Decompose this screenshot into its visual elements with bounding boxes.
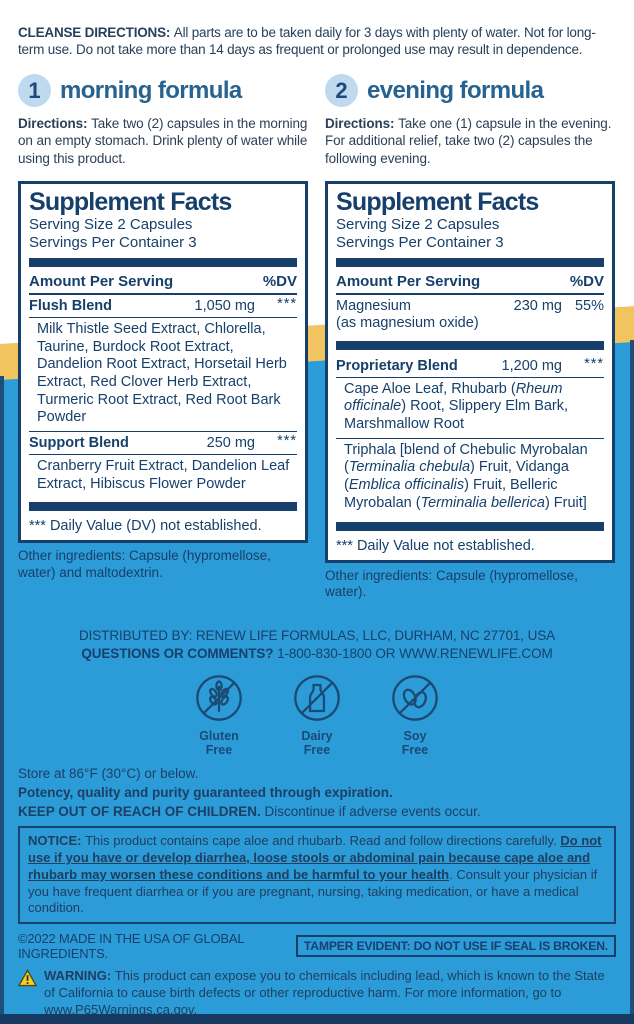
distributor-address: DISTRIBUTED BY: RENEW LIFE FORMULAS, LLC… <box>78 627 556 643</box>
serving-size: Serving Size 2 Capsules <box>29 215 193 233</box>
nutrient-dv: 55% <box>574 297 604 314</box>
storage-instructions: Store at 86°F (30°C) or below. Potency, … <box>18 765 616 822</box>
nutrient-name: Support Blend <box>29 435 129 452</box>
bottom-navy-bar <box>0 1014 634 1024</box>
amount-header-label: Amount Per Serving <box>336 272 481 290</box>
gluten-free-badge: Gluten Free <box>182 672 256 757</box>
notice-box: NOTICE: This product contains cape aloe … <box>18 825 616 925</box>
triphala-ingredients: Triphala [blend of Chebulic Myrobalan (T… <box>344 441 588 511</box>
evening-supplement-facts-panel: Supplement Facts Serving Size 2 Capsules… <box>325 180 615 563</box>
evening-formula-title: evening formula <box>367 76 544 104</box>
keep-out-of-reach: KEEP OUT OF REACH OF CHILDREN. Discontin… <box>18 804 481 820</box>
dairy-free-badge: Dairy Free <box>280 672 354 757</box>
divider-bar <box>336 340 604 350</box>
nutrient-dv: *** <box>277 433 297 450</box>
left-edge-stripe <box>0 376 4 1016</box>
nutrient-row-flush-blend: Flush Blend 1,050 mg *** <box>29 295 297 318</box>
prop65-warning: WARNING: This product can expose you to … <box>17 968 616 1019</box>
badge-label-line1: Gluten <box>199 729 239 744</box>
formula-columns: 1 morning formula Directions: Take two (… <box>18 73 616 615</box>
dairy-free-icon <box>280 672 354 724</box>
morning-directions: Directions: Take two (2) capsules in the… <box>18 115 308 166</box>
morning-formula-title: morning formula <box>60 76 242 104</box>
potency-guarantee: Potency, quality and purity guaranteed t… <box>18 785 393 801</box>
step-2-badge: 2 <box>325 74 358 108</box>
nutrient-row-proprietary-blend: Proprietary Blend 1,200 mg *** <box>336 355 604 378</box>
nutrient-dv: *** <box>277 295 297 312</box>
badge-label: Dairy Free <box>280 729 354 757</box>
magnesium-label: Magnesium <box>336 297 411 314</box>
warning-text: WARNING: This product can expose you to … <box>44 968 605 1018</box>
nutrient-amount: 1,200 mg <box>501 357 562 374</box>
badge-label-line2: Free <box>303 743 331 758</box>
badge-label-line2: Free <box>205 743 233 758</box>
proprietary-blend-ingredients: Cape Aloe Leaf, Rhubarb (Rheum officinal… <box>336 378 604 439</box>
morning-formula-column: 1 morning formula Directions: Take two (… <box>18 73 308 596</box>
evening-other-ingredients: Other ingredients: Capsule (hypromellose… <box>325 567 578 600</box>
panel-title: Supplement Facts <box>29 187 232 216</box>
contact-info: QUESTIONS OR COMMENTS? 1-800-830-1800 OR… <box>81 646 553 662</box>
nutrient-row-support-blend: Support Blend 250 mg *** <box>29 432 297 456</box>
divider-bar <box>336 521 604 531</box>
amount-per-serving-header: Amount Per Serving %DV <box>336 272 604 295</box>
morning-supplement-facts-panel: Supplement Facts Serving Size 2 Capsules… <box>18 180 308 544</box>
badge-label-line1: Dairy <box>301 729 333 744</box>
morning-other-ingredients: Other ingredients: Capsule (hypromellose… <box>18 548 271 581</box>
storage-temp: Store at 86°F (30°C) or below. <box>18 766 199 782</box>
badge-label-line2: Free <box>401 743 429 758</box>
panel-title: Supplement Facts <box>336 187 539 216</box>
soy-free-badge: Soy Free <box>378 672 452 757</box>
tamper-evident-box: TAMPER EVIDENT: DO NOT USE IF SEAL IS BR… <box>295 935 616 958</box>
amount-per-serving-header: Amount Per Serving %DV <box>29 272 297 295</box>
nutrient-amount: 1,050 mg <box>194 297 255 314</box>
servings-per-container: Servings Per Container 3 <box>29 234 197 252</box>
support-blend-ingredients: Cranberry Fruit Extract, Dandelion Leaf … <box>37 458 290 492</box>
badge-label: Gluten Free <box>182 729 256 757</box>
badge-label: Soy Free <box>378 729 452 757</box>
evening-formula-column: 2 evening formula Directions: Take one (… <box>325 73 615 615</box>
nutrient-amount: 250 mg <box>206 435 255 452</box>
divider-bar <box>29 502 297 512</box>
serving-size: Serving Size 2 Capsules <box>336 215 500 233</box>
evening-formula-header: 2 evening formula <box>325 73 615 109</box>
nutrient-name: Proprietary Blend <box>336 357 458 374</box>
allergen-badges: Gluten Free Dairy Free <box>18 672 616 757</box>
warning-triangle-icon <box>17 968 38 1019</box>
nutrient-amount: 230 mg <box>513 297 562 314</box>
flush-blend-ingredients: Milk Thistle Seed Extract, Chlorella, Ta… <box>29 318 297 433</box>
nutrient-name: Magnesium (as magnesium oxide) <box>336 298 514 333</box>
soy-free-icon <box>378 672 452 724</box>
magnesium-form-label: (as magnesium oxide) <box>336 315 479 332</box>
step-1-badge: 1 <box>18 74 51 108</box>
cleanse-directions: CLEANSE DIRECTIONS: All parts are to be … <box>18 24 596 58</box>
nutrient-name: Flush Blend <box>29 297 112 314</box>
divider-bar <box>336 257 604 267</box>
divider-bar <box>29 257 297 267</box>
evening-directions: Directions: Take one (1) capsule in the … <box>325 115 612 166</box>
dv-header-label: %DV <box>569 272 604 290</box>
dv-footnote: *** Daily Value not established. <box>336 537 535 554</box>
dv-footnote: *** Daily Value (DV) not established. <box>29 518 262 535</box>
dv-header-label: %DV <box>262 272 297 290</box>
amount-header-label: Amount Per Serving <box>29 272 174 290</box>
right-edge-stripe <box>630 340 634 1016</box>
distributor-info: DISTRIBUTED BY: RENEW LIFE FORMULAS, LLC… <box>18 627 616 663</box>
legal-row: ©2022 MADE IN THE USA OF GLOBAL INGREDIE… <box>18 931 616 961</box>
morning-formula-header: 1 morning formula <box>18 73 308 109</box>
badge-label-line1: Soy <box>403 729 427 744</box>
made-in-statement: ©2022 MADE IN THE USA OF GLOBAL INGREDIE… <box>18 931 244 962</box>
nutrient-dv: *** <box>584 355 604 372</box>
servings-per-container: Servings Per Container 3 <box>336 234 504 252</box>
gluten-free-icon <box>182 672 256 724</box>
nutrient-row-magnesium: Magnesium (as magnesium oxide) 230 mg 55… <box>336 295 604 336</box>
